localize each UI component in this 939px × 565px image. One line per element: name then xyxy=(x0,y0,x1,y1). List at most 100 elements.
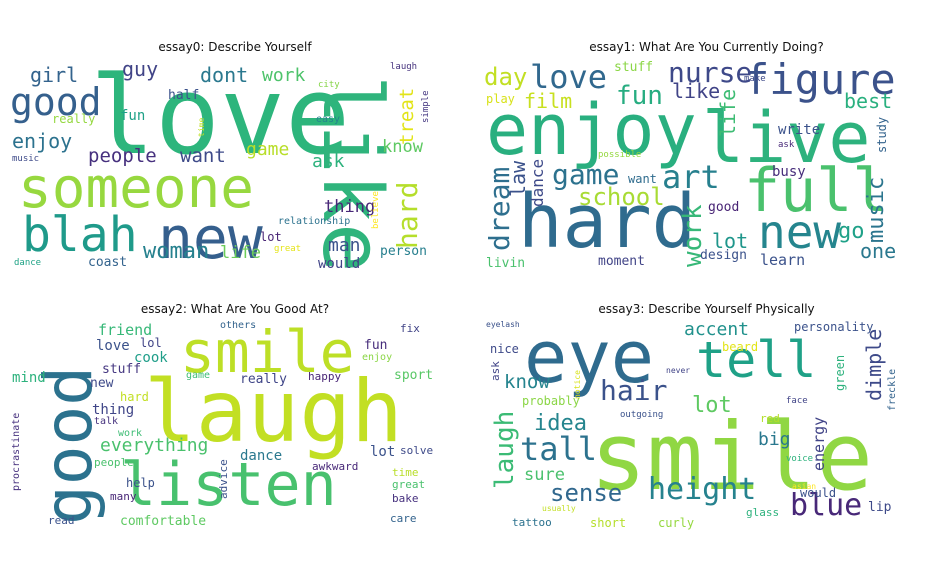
cloud-word: dance xyxy=(240,448,283,464)
wordcloud: laugh good smile listen everything frien… xyxy=(8,321,444,537)
cloud-word: relationship xyxy=(278,216,351,227)
cloud-word: girl xyxy=(30,63,79,87)
cloud-word: curly xyxy=(658,516,695,530)
cloud-word: hard xyxy=(391,181,424,249)
cloud-word: music xyxy=(864,176,889,243)
cloud-word: lot xyxy=(370,444,396,460)
cloud-word: tattoo xyxy=(512,516,552,529)
cloud-word: livin xyxy=(486,256,526,271)
cloud-word: read xyxy=(48,514,75,527)
wordcloud-panel-essay3: essay3: Describe Yourself Physically smi… xyxy=(474,302,939,542)
cloud-word: one xyxy=(860,239,897,263)
cloud-word: nice xyxy=(490,342,519,356)
cloud-word: school xyxy=(578,183,665,211)
cloud-word: lol xyxy=(140,336,162,350)
cloud-word: work xyxy=(118,428,143,439)
cloud-word: make xyxy=(744,74,766,84)
cloud-word: city xyxy=(318,80,340,90)
cloud-word: lot xyxy=(712,229,749,253)
cloud-word: sure xyxy=(524,465,565,485)
cloud-word: dont xyxy=(200,63,249,87)
cloud-word: believe xyxy=(371,191,381,229)
cloud-word: life xyxy=(220,243,261,263)
cloud-word: busy xyxy=(772,164,806,180)
cloud-word: eye xyxy=(524,321,655,399)
cloud-word: coast xyxy=(88,255,128,270)
cloud-word: asian xyxy=(792,482,817,491)
cloud-word: art xyxy=(662,158,720,196)
cloud-word: want xyxy=(628,172,657,186)
cloud-word: mind xyxy=(12,370,46,386)
cloud-word: accent xyxy=(684,321,750,340)
cloud-word: usually xyxy=(542,504,576,513)
cloud-word: nurse xyxy=(668,59,753,89)
cloud-word: others xyxy=(220,321,257,331)
cloud-word: tell xyxy=(696,331,817,389)
cloud-word: thing xyxy=(324,197,376,217)
cloud-word: stuff xyxy=(102,362,142,377)
cloud-word: cook xyxy=(134,350,168,366)
cloud-word: advice xyxy=(217,459,230,499)
cloud-word: game xyxy=(552,158,620,191)
cloud-word: life xyxy=(716,88,740,137)
cloud-word: time xyxy=(197,117,206,137)
cloud-word: hair xyxy=(600,374,668,407)
cloud-word: lot xyxy=(260,230,282,244)
cloud-word: learn xyxy=(760,251,806,269)
cloud-word: want xyxy=(180,145,226,167)
cloud-word: sport xyxy=(394,368,434,383)
cloud-word: ask xyxy=(312,151,345,172)
cloud-word: big xyxy=(758,429,791,450)
wordcloud: love someone like new blah good hard wom… xyxy=(8,59,444,277)
cloud-word: know xyxy=(382,137,423,157)
cloud-word: person xyxy=(380,244,427,259)
cloud-word: really xyxy=(240,372,287,387)
cloud-word: would xyxy=(800,486,837,500)
cloud-word: half xyxy=(168,88,200,103)
cloud-word: work xyxy=(262,65,306,86)
cloud-word: study xyxy=(875,116,889,153)
cloud-word: new xyxy=(158,204,263,272)
cloud-word: laugh xyxy=(490,410,520,489)
cloud-word: lip xyxy=(868,500,892,515)
cloud-word: talk xyxy=(94,416,119,427)
cloud-word: good xyxy=(10,80,102,124)
cloud-word: new xyxy=(90,376,114,391)
cloud-word: short xyxy=(590,516,627,530)
cloud-word: love xyxy=(530,59,608,96)
cloud-word: great xyxy=(274,244,302,254)
cloud-word: probably xyxy=(522,394,580,408)
cloud-word: thing xyxy=(92,402,135,418)
cloud-word: fun xyxy=(120,108,146,124)
wordcloud-panel-essay2: essay2: What Are You Good At? laugh good… xyxy=(0,302,470,542)
cloud-word: personality xyxy=(794,321,874,334)
cloud-word: new xyxy=(758,205,842,259)
cloud-word: love xyxy=(96,338,130,354)
cloud-word: laugh xyxy=(390,62,418,72)
cloud-word: green xyxy=(833,354,847,391)
cloud-word: solve xyxy=(400,444,434,457)
cloud-word: someone xyxy=(18,156,255,221)
cloud-word: blue xyxy=(790,488,863,523)
cloud-word: enjoy xyxy=(12,129,73,153)
cloud-word: law xyxy=(506,160,530,197)
cloud-word: glass xyxy=(746,506,780,519)
wordcloud: enjoy live hard full figure love nurse n… xyxy=(482,59,914,277)
cloud-word: lot xyxy=(692,393,732,418)
cloud-word: listen xyxy=(120,450,337,520)
cloud-word: awkward xyxy=(312,460,359,473)
cloud-word: easy xyxy=(316,114,341,125)
cloud-word: woman xyxy=(143,239,210,264)
cloud-word: man xyxy=(328,235,361,256)
wordcloud-panel-essay0: essay0: Describe Yourself love someone l… xyxy=(0,40,470,280)
cloud-word: dance xyxy=(14,258,42,268)
cloud-word: care xyxy=(390,512,417,525)
panel-title: essay1: What Are You Currently Doing? xyxy=(589,40,824,54)
cloud-word: best xyxy=(844,89,893,113)
wordcloud: smile eye tell hair height laugh tall se… xyxy=(482,321,914,537)
cloud-word: sense xyxy=(550,479,623,507)
cloud-word: full xyxy=(744,156,889,226)
cloud-word: help xyxy=(126,476,155,490)
cloud-word: red xyxy=(760,412,780,425)
cloud-word: never xyxy=(666,366,691,375)
